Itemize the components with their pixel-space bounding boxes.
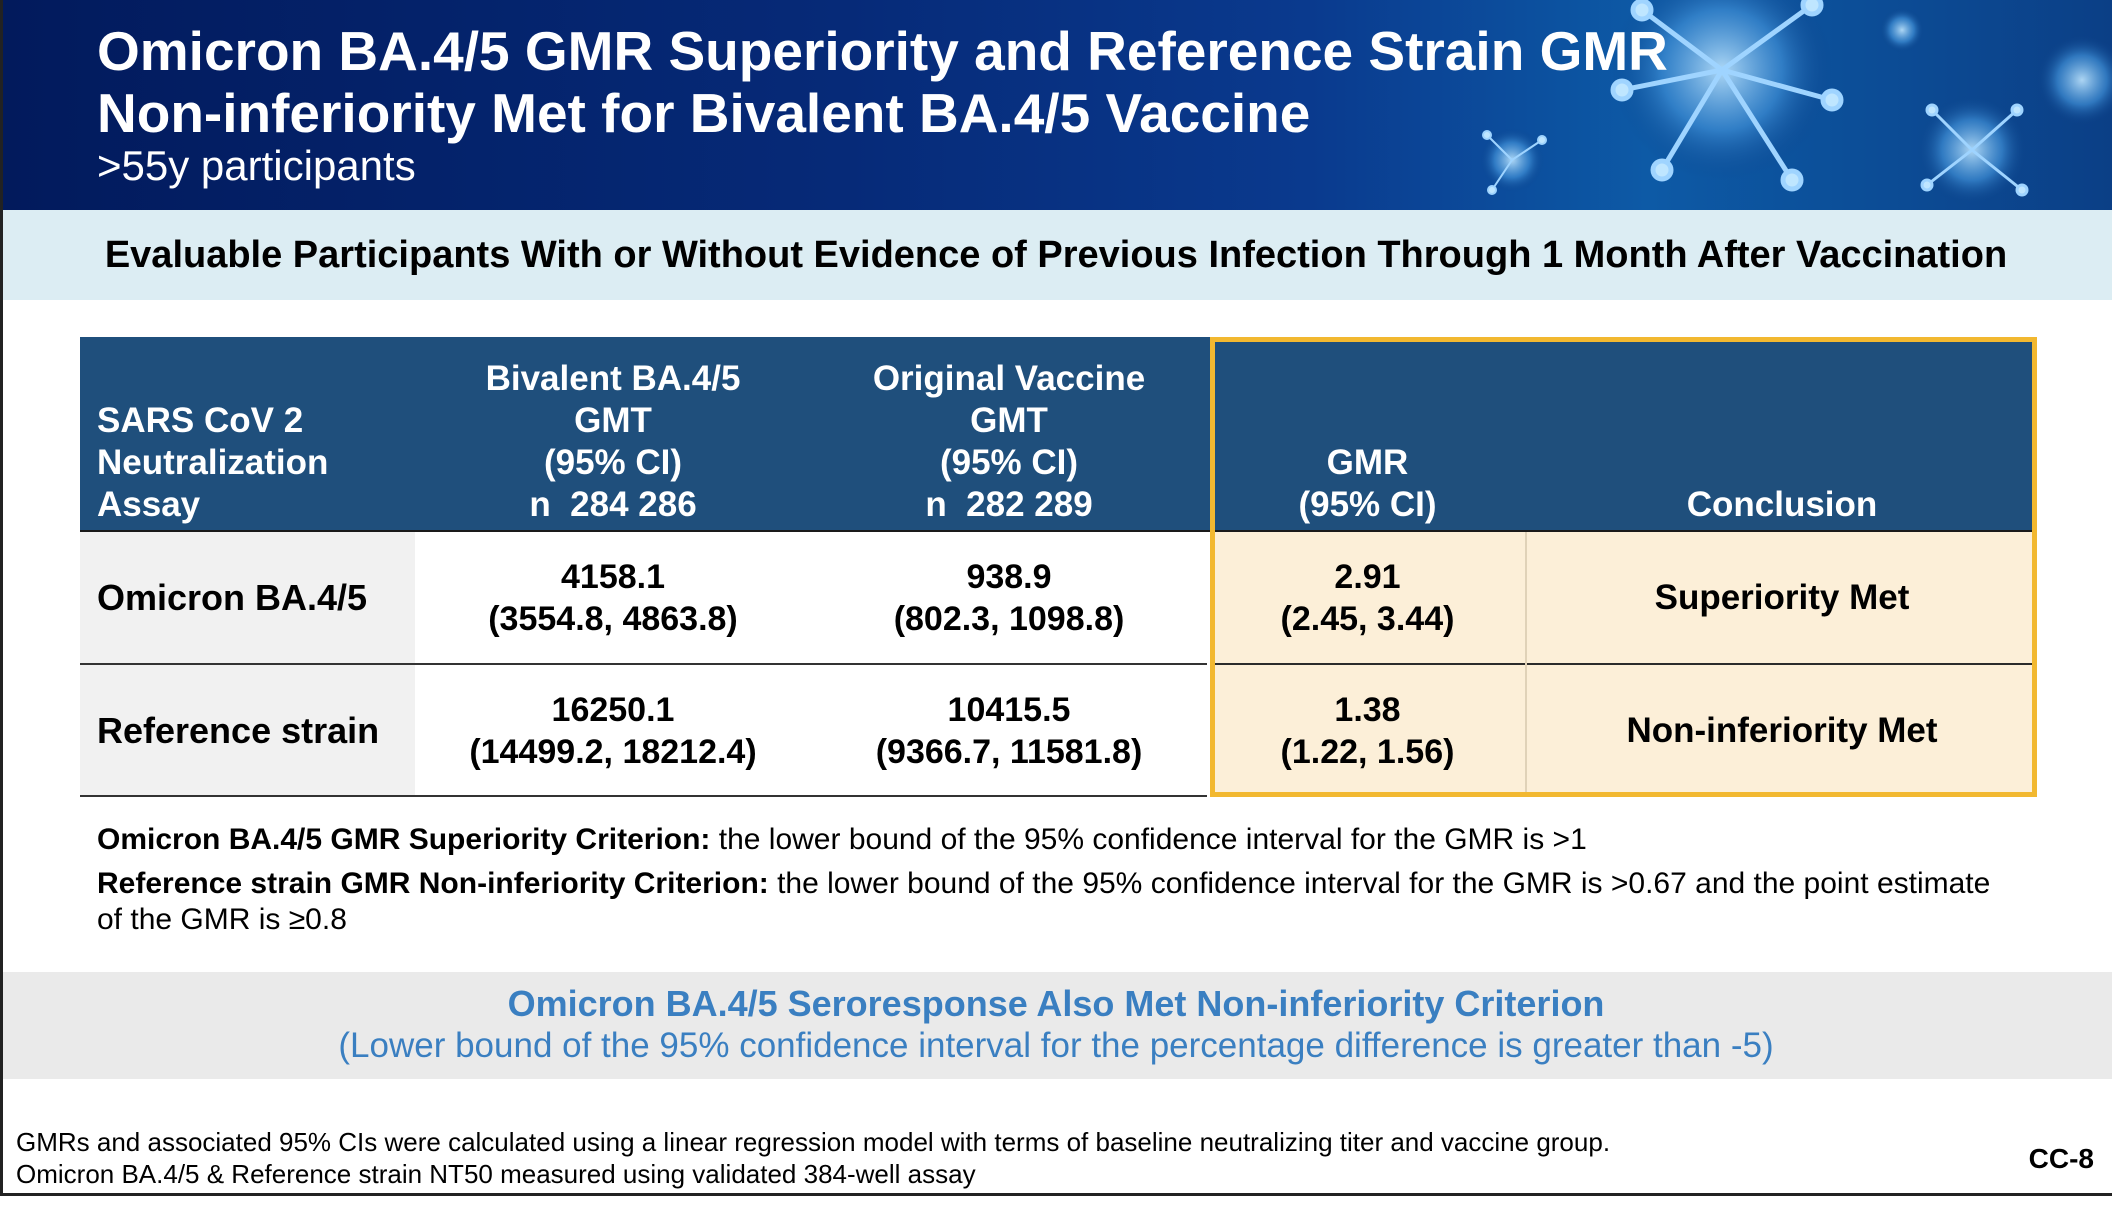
table-bottom-border (80, 795, 1207, 797)
criteria-notes: Omicron BA.4/5 GMR Superiority Criterion… (97, 822, 2017, 946)
footnote-line: Omicron BA.4/5 & Reference strain NT50 m… (16, 1159, 976, 1189)
page-subtitle: >55y participants (97, 142, 416, 189)
subheader-text: Evaluable Participants With or Without E… (104, 233, 2008, 276)
row-divider (80, 663, 415, 665)
header-bivalent: Bivalent BA.4/5 GMT (95% CI) n 284 286 (485, 359, 741, 524)
gmr-cell: 2.91 (2.45, 3.44) (1210, 532, 1525, 663)
row-label: Omicron BA.4/5 (80, 532, 415, 663)
table-row: Reference strain 16250.1 (14499.2, 18212… (80, 665, 2037, 796)
superiority-criterion: Omicron BA.4/5 GMR Superiority Criterion… (97, 823, 1587, 856)
results-table: SARS CoV 2 Neutralization Assay Bivalent… (80, 337, 2037, 797)
table-header-row (80, 337, 2037, 532)
page-title-line-2: Non-inferiority Met for Bivalent BA.4/5 … (97, 82, 1311, 144)
title-banner: Omicron BA.4/5 GMR Superiority and Refer… (0, 0, 2112, 210)
section-subheader: Evaluable Participants With or Without E… (0, 210, 2112, 300)
callout-headline: Omicron BA.4/5 Seroresponse Also Met Non… (507, 983, 1605, 1024)
bottom-edge (0, 1193, 2112, 1196)
gmr-column-divider (1525, 532, 1527, 797)
header-divider (80, 530, 2037, 532)
noninferiority-criterion: Reference strain GMR Non-inferiority Cri… (97, 867, 1991, 936)
header-conclusion: Conclusion (1686, 485, 1878, 524)
original-gmt-cell: 938.9 (802.3, 1098.8) (811, 532, 1207, 663)
original-gmt-cell: 10415.5 (9366.7, 11581.8) (811, 665, 1207, 796)
bivalent-gmt-cell: 4158.1 (3554.8, 4863.8) (415, 532, 811, 663)
footnotes: GMRs and associated 95% CIs were calcula… (16, 1126, 1610, 1190)
gmr-cell: 1.38 (1.22, 1.56) (1210, 665, 1525, 796)
slide-number: CC-8 (2028, 1143, 2094, 1174)
header-gmr: GMR (95% CI) (1298, 443, 1437, 524)
virus-illustration-icon (1480, 0, 2112, 205)
conclusion-cell: Superiority Met (1527, 532, 2037, 663)
row-divider (1210, 663, 2037, 665)
bivalent-gmt-cell: 16250.1 (14499.2, 18212.4) (415, 665, 811, 796)
header-assay: SARS CoV 2 Neutralization Assay (97, 401, 329, 524)
conclusion-cell: Non-inferiority Met (1527, 665, 2037, 796)
row-label: Reference strain (80, 665, 415, 796)
header-original: Original Vaccine GMT (95% CI) n 282 289 (872, 359, 1146, 524)
left-edge (0, 0, 3, 1196)
table-row: Omicron BA.4/5 4158.1 (3554.8, 4863.8) 9… (80, 532, 2037, 663)
footnote-line: GMRs and associated 95% CIs were calcula… (16, 1127, 1611, 1157)
page-title-line-1: Omicron BA.4/5 GMR Superiority and Refer… (97, 20, 1668, 82)
row-divider (415, 663, 1207, 665)
callout-detail: (Lower bound of the 95% confidence inter… (338, 1026, 1774, 1065)
seroresponse-callout: Omicron BA.4/5 Seroresponse Also Met Non… (0, 972, 2112, 1079)
